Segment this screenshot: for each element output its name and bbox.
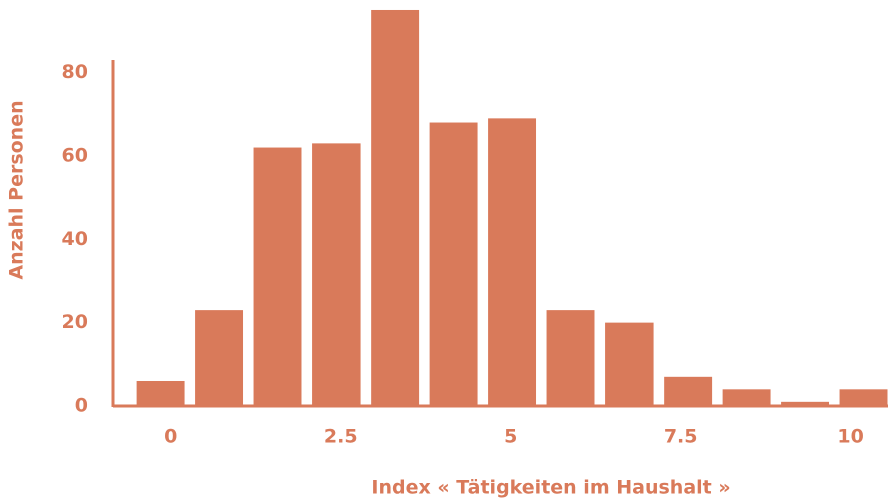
bar <box>136 380 185 406</box>
bar <box>664 376 713 406</box>
x-axis-title: Index « Tätigkeiten im Haushalt » <box>371 477 730 499</box>
bar <box>488 118 537 406</box>
bar <box>605 322 654 406</box>
bar <box>195 310 244 406</box>
bar <box>722 389 771 406</box>
y-tick-label: 20 <box>62 311 88 333</box>
x-tick-label: 5 <box>504 426 517 448</box>
y-tick-label: 80 <box>62 61 88 83</box>
bar <box>312 143 361 407</box>
bar <box>839 389 888 406</box>
bar <box>546 310 595 406</box>
x-tick-label: 2.5 <box>324 426 358 448</box>
y-tick-label: 60 <box>62 144 88 166</box>
bar <box>253 147 302 406</box>
bar <box>781 401 830 406</box>
bar <box>371 9 420 407</box>
y-tick-label: 40 <box>62 228 88 250</box>
y-tick-label: 0 <box>75 395 88 417</box>
y-axis-title: Anzahl Personen <box>6 100 28 279</box>
x-tick-label: 0 <box>164 426 177 448</box>
x-tick-label: 7.5 <box>664 426 698 448</box>
bar <box>429 122 478 406</box>
x-tick-label: 10 <box>837 426 863 448</box>
